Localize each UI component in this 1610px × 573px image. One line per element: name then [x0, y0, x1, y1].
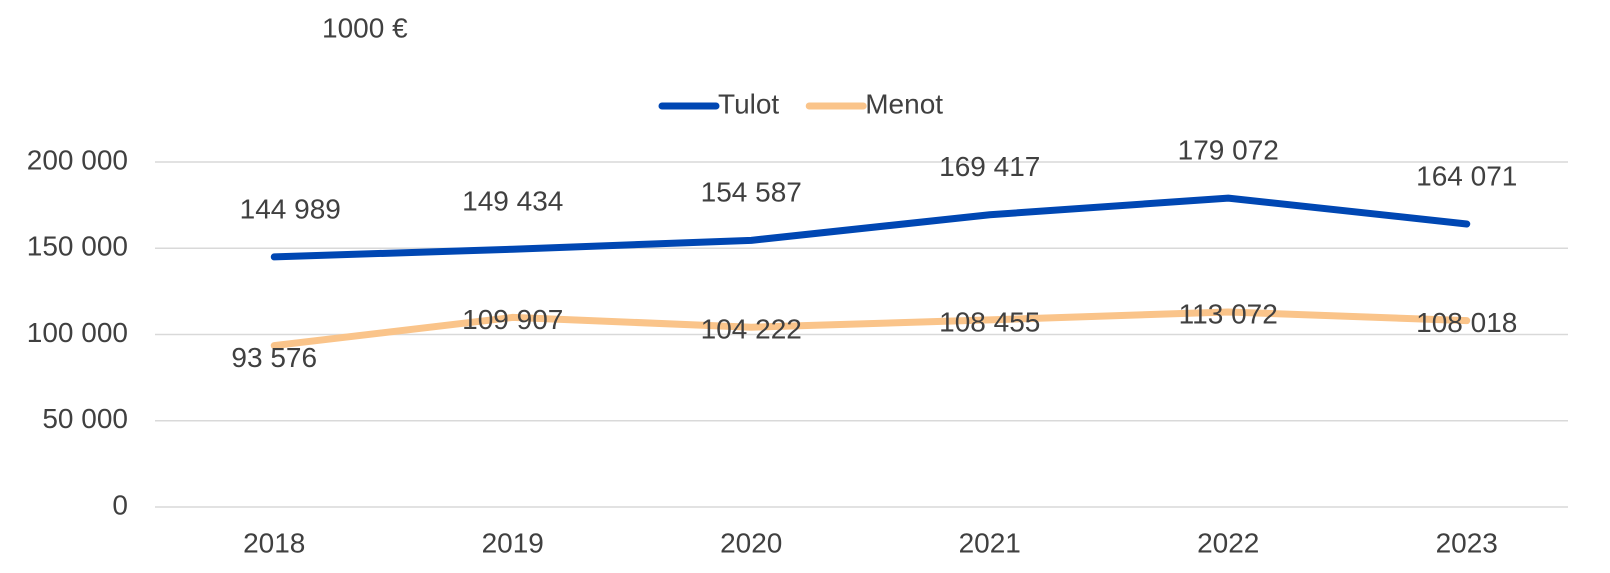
x-tick-label: 2023: [1436, 527, 1498, 558]
y-tick-label: 100 000: [27, 317, 128, 348]
x-tick-label: 2020: [720, 527, 782, 558]
series-line: [270, 308, 1471, 350]
series-line: [270, 194, 1471, 261]
y-tick-label: 50 000: [42, 403, 128, 434]
x-tick-label: 2021: [959, 527, 1021, 558]
data-label: 113 072: [1179, 298, 1278, 329]
data-label: 144 989: [240, 193, 341, 224]
data-label: 108 455: [939, 306, 1040, 337]
data-label: 109 907: [462, 304, 563, 335]
x-tick-label: 2019: [482, 527, 544, 558]
data-label: 93 576: [231, 342, 317, 373]
legend-label: Tulot: [718, 88, 779, 119]
x-tick-label: 2018: [243, 527, 305, 558]
x-tick-label: 2022: [1197, 527, 1259, 558]
data-label: 108 018: [1416, 307, 1517, 338]
data-label: 169 417: [939, 151, 1040, 182]
data-label: 104 222: [701, 314, 802, 345]
data-label: 179 072: [1178, 134, 1279, 165]
y-tick-label: 0: [112, 489, 128, 520]
y-tick-label: 150 000: [27, 231, 128, 262]
data-label: 164 071: [1416, 160, 1517, 191]
legend-label: Menot: [865, 88, 943, 119]
y-tick-label: 200 000: [27, 144, 128, 175]
chart-subtitle: 1000 €: [322, 12, 408, 43]
data-label: 154 587: [701, 177, 802, 208]
data-label: 149 434: [462, 186, 563, 217]
